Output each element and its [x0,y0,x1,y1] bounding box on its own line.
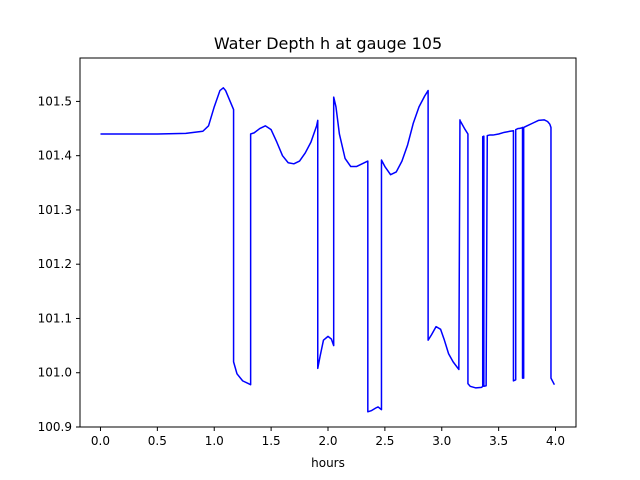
x-tick-label: 4.0 [546,434,565,448]
x-tick-label: 0.0 [91,434,110,448]
x-tick-label: 3.0 [432,434,451,448]
chart-title: Water Depth h at gauge 105 [214,34,442,53]
y-tick-label: 101.3 [38,203,72,217]
x-tick-label: 0.5 [148,434,167,448]
x-tick-label: 2.0 [318,434,337,448]
x-tick-label: 3.5 [489,434,508,448]
y-tick-label: 101.2 [38,257,72,271]
series-line-0 [100,87,556,413]
axes: 0.0 0.5 1.0 1.5 2.0 2.5 3.0 3.5 4.0 100.9 101.0 101… [38,57,577,448]
y-tick-label: 101.1 [38,311,72,325]
plot-area [100,87,556,413]
x-tick-label: 2.5 [375,434,394,448]
y-tick-label: 101.4 [38,149,72,163]
x-tick-label: 1.0 [205,434,224,448]
y-tick-label: 101.0 [38,366,72,380]
y-tick-label: 101.5 [38,94,72,108]
x-tick-label: 1.5 [262,434,281,448]
y-tick-label: 100.9 [38,420,72,434]
x-axis-label: hours [311,456,345,470]
